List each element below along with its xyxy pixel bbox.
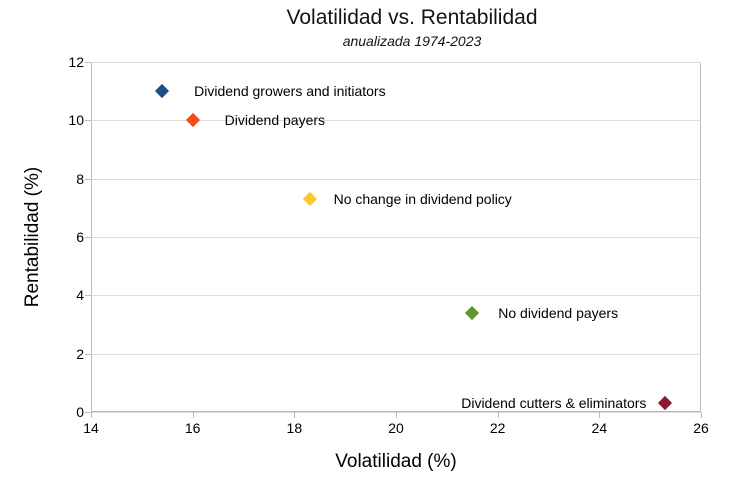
y-tick-label: 4 <box>76 287 84 304</box>
y-tick-label: 12 <box>68 54 84 70</box>
x-axis-tick <box>396 412 397 418</box>
data-point-label: Dividend cutters & eliminators <box>461 395 647 412</box>
y-axis-title: Rentabilidad (%) <box>22 166 43 308</box>
gridline <box>91 295 701 297</box>
x-tick-label: 20 <box>388 420 404 436</box>
y-axis-tick <box>85 120 91 122</box>
gridline <box>91 237 701 238</box>
y-tick-label: 6 <box>76 229 84 245</box>
x-axis-tick <box>599 412 601 418</box>
gridline <box>91 62 701 63</box>
x-tick-label: 24 <box>591 420 608 436</box>
x-tick-label: 26 <box>693 420 709 436</box>
y-tick-label: 10 <box>68 112 84 129</box>
chart-title-block: Volatilidad vs. Rentabilidad anualizada … <box>287 6 538 49</box>
gridline <box>91 178 701 180</box>
x-axis-tick <box>497 412 499 418</box>
x-axis-tick <box>91 412 92 418</box>
x-tick-label: 16 <box>184 420 201 436</box>
x-tick-label: 18 <box>286 420 303 436</box>
chart-title: Volatilidad vs. Rentabilidad <box>286 6 538 29</box>
gridline <box>91 353 701 355</box>
y-axis-tick <box>85 353 91 355</box>
gridline <box>91 120 701 122</box>
y-axis-tick <box>85 237 91 238</box>
y-tick-label: 2 <box>76 345 84 362</box>
x-axis-tick <box>192 412 194 418</box>
x-tick-label: 14 <box>83 420 99 436</box>
y-tick-label: 8 <box>76 170 84 187</box>
x-axis-tick <box>701 412 702 418</box>
y-tick-label: 0 <box>76 404 84 420</box>
data-point-label: No dividend payers <box>498 304 619 321</box>
x-tick-label: 22 <box>489 420 506 436</box>
y-axis-tick <box>85 412 91 413</box>
y-axis-tick <box>85 62 91 63</box>
data-point-label: Dividend growers and initiators <box>194 83 386 100</box>
data-point-label: Dividend payers <box>224 112 326 129</box>
y-axis-tick <box>85 295 91 297</box>
chart-subtitle: anualizada 1974-2023 <box>342 33 482 49</box>
x-axis-tick <box>294 412 296 418</box>
x-axis-title: Volatilidad (%) <box>335 451 457 472</box>
y-axis-tick <box>85 178 91 180</box>
data-point-label: No change in dividend policy <box>333 191 512 208</box>
